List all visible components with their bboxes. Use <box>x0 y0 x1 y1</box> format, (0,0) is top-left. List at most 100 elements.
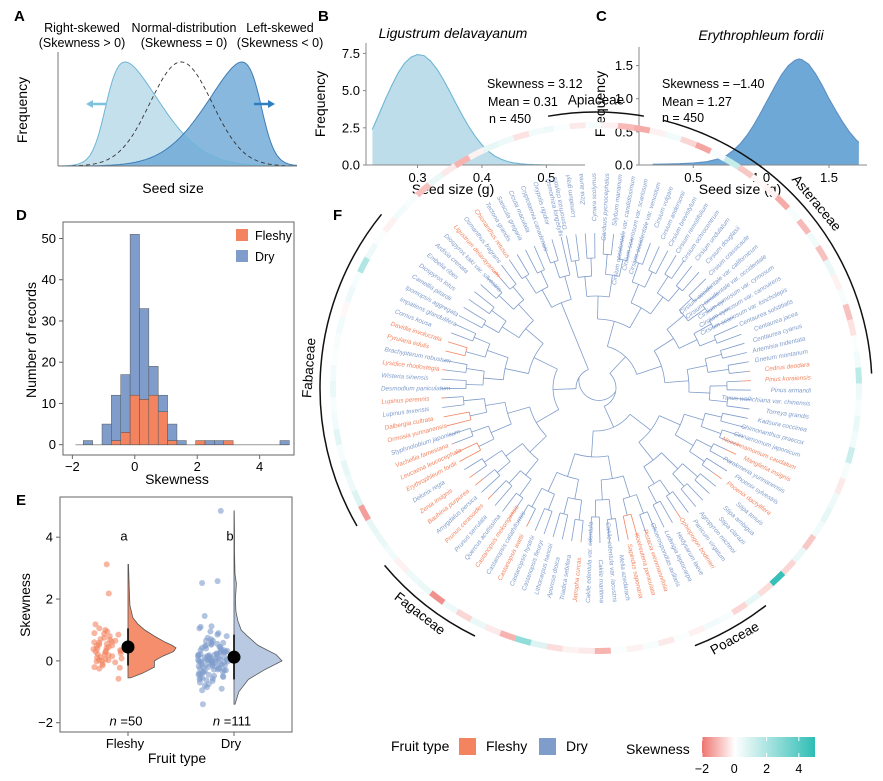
branch <box>529 435 547 453</box>
branch <box>716 336 735 344</box>
branch <box>661 452 679 470</box>
branch <box>471 425 489 433</box>
branch <box>694 479 709 493</box>
panel-b: B Ligustrum delavayanum 0.3 0.4 0.5 0.0 2.5 5… <box>312 8 585 197</box>
data-point <box>221 654 228 661</box>
ring-cell <box>796 218 812 235</box>
y-tick-label: 40 <box>42 272 56 287</box>
branch <box>552 243 559 261</box>
ring-cell <box>403 192 420 209</box>
ring-cell <box>757 581 774 597</box>
branch <box>687 365 707 370</box>
ring-cell <box>484 623 502 636</box>
chart-title: Ligustrum delavayanum <box>379 25 528 41</box>
branch-arc <box>720 413 723 422</box>
branch <box>713 318 730 328</box>
fruit-legend-swatch-dry <box>539 738 556 755</box>
branch <box>609 356 626 374</box>
branch-tip <box>459 456 469 462</box>
branch <box>618 259 624 277</box>
y-axis-title: Frequency <box>14 77 30 143</box>
branch <box>567 453 576 477</box>
branch <box>507 406 530 414</box>
ring-cell <box>837 288 849 306</box>
data-point <box>96 665 103 672</box>
species-label: Cakile maritima <box>597 559 605 603</box>
branch-tip <box>652 524 656 532</box>
data-point <box>197 674 204 681</box>
branch <box>581 520 584 535</box>
data-point <box>116 664 123 671</box>
branch <box>460 442 478 451</box>
branch-arc <box>462 396 465 405</box>
branch <box>538 508 545 522</box>
branch <box>647 486 657 504</box>
y-axis-title: Frequency <box>312 71 328 137</box>
branch <box>571 519 576 538</box>
ring-cell <box>335 316 346 334</box>
branch <box>459 325 476 334</box>
branch <box>493 480 507 494</box>
branch <box>525 459 539 476</box>
data-point <box>203 684 210 691</box>
mean-point <box>121 640 135 654</box>
branch-tip <box>445 350 452 353</box>
data-point <box>91 664 98 671</box>
branch <box>634 241 642 262</box>
density-plot: 0.5 1.0 1.50.00.51.01.5 <box>615 47 867 185</box>
x-tick-label: 0.5 <box>537 170 555 185</box>
x-tick-label: −2 <box>65 459 80 474</box>
ring-cell <box>350 270 363 289</box>
ring-cell <box>830 273 843 291</box>
branch <box>666 495 677 512</box>
branch <box>531 488 543 507</box>
clade-arc <box>662 119 873 374</box>
branch <box>643 466 655 484</box>
ring-cell <box>633 124 651 134</box>
branch <box>498 295 514 310</box>
ring-cell <box>850 334 860 352</box>
branch-tip <box>707 491 710 494</box>
branch <box>528 508 536 522</box>
branch <box>631 262 639 283</box>
skewness-ring <box>330 122 863 654</box>
skew-illustration <box>58 61 298 167</box>
data-point <box>103 561 110 568</box>
branch-tip <box>734 424 746 429</box>
branch <box>706 457 725 470</box>
branch-tip <box>692 502 697 507</box>
branch-tip <box>684 265 693 275</box>
legend: Fleshy Dry <box>236 229 293 264</box>
density-area <box>372 54 585 165</box>
ring-cell <box>365 518 380 536</box>
ring-cell <box>499 630 517 642</box>
branch-arc <box>630 302 651 315</box>
branch-tip <box>721 308 730 314</box>
branch <box>540 271 549 287</box>
ring-cell <box>331 412 340 430</box>
branch <box>563 497 569 515</box>
branch-tip <box>713 472 722 480</box>
branch-tip <box>725 449 737 455</box>
mean-stat: Mean = 1.27 <box>662 95 732 109</box>
mean-point <box>227 650 241 664</box>
density-line <box>371 54 585 166</box>
data-point <box>220 674 227 680</box>
data-point <box>196 625 203 632</box>
data-point <box>217 648 224 655</box>
branch <box>671 263 683 279</box>
ring-cell <box>578 647 595 654</box>
branch <box>722 412 744 418</box>
ring-cell <box>815 244 829 262</box>
branch <box>696 439 712 448</box>
ring-cell <box>345 474 357 493</box>
branch-arc <box>559 512 568 516</box>
ring-cell <box>339 301 351 319</box>
branch-tip <box>551 239 554 244</box>
branch <box>687 308 706 322</box>
branch-tip <box>560 236 564 248</box>
branch-tip <box>443 414 456 418</box>
data-point <box>105 657 112 664</box>
x-tick-label: 2 <box>194 459 201 474</box>
data-point <box>117 650 124 657</box>
